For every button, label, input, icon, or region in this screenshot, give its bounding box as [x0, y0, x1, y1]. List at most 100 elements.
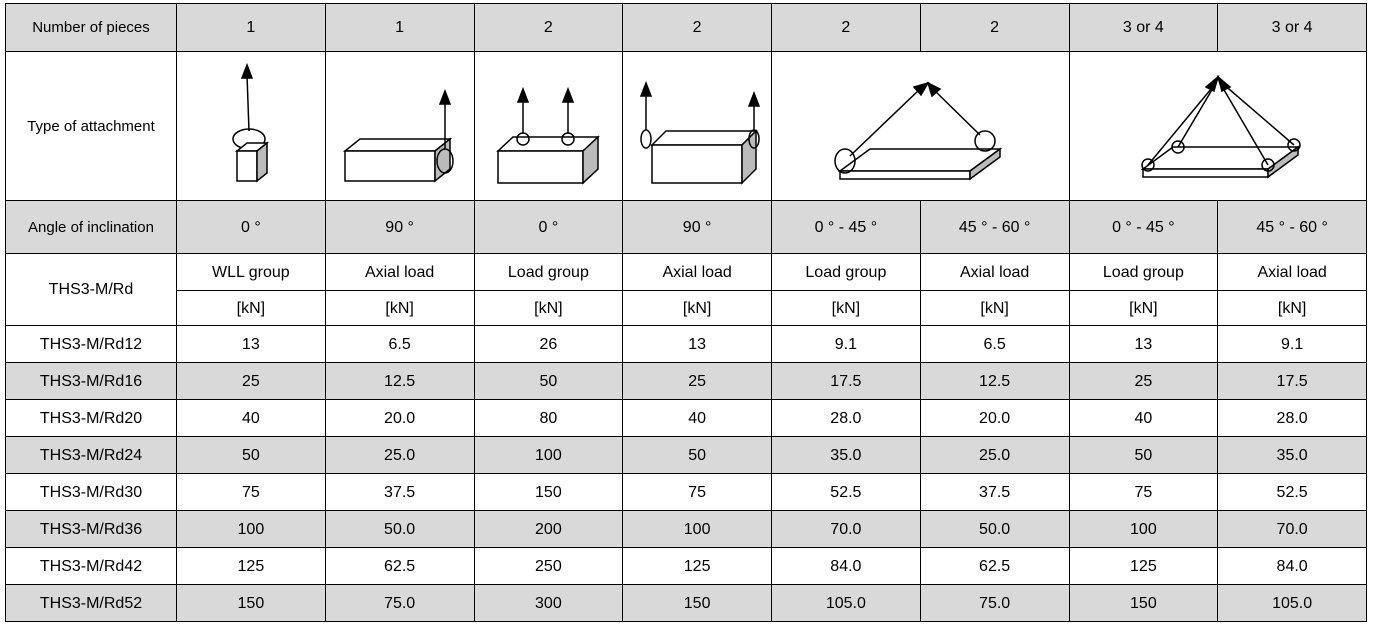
angle-cell: 0 ° [176, 200, 326, 254]
icon [640, 80, 761, 185]
row-name: THS3-M/Rd42 [5, 547, 177, 585]
value-cell: 62.5 [919, 547, 1070, 585]
value-cell: 62.5 [324, 547, 475, 585]
value-cell: 150 [622, 584, 772, 622]
value-cell: 40 [1068, 399, 1219, 437]
value-cell: 50 [176, 436, 326, 474]
angle-cell: 90 ° [324, 200, 475, 254]
row-name: THS3-M/Rd20 [5, 399, 177, 437]
value-cell: 100 [622, 510, 772, 548]
angle-row: Angle of inclination 0 ° 90 ° 0 ° 90 ° 0 ° -… [5, 200, 1367, 254]
value-cell: 52.5 [1217, 473, 1367, 511]
load-type-cell: Load group [473, 253, 624, 291]
value-cell: 100 [473, 436, 624, 474]
value-cell: 150 [176, 584, 326, 622]
pieces-cell: 2 [622, 3, 772, 52]
pieces-cell: 2 [919, 3, 1070, 52]
load-type-cell: Axial load [1217, 253, 1367, 291]
value-cell: 17.5 [1217, 362, 1367, 400]
value-cell: 125 [176, 547, 326, 585]
value-cell: 6.5 [919, 325, 1070, 363]
row-name: THS3-M/Rd12 [5, 325, 177, 363]
value-cell: 80 [473, 399, 624, 437]
icon [496, 86, 601, 185]
unit-cell: [kN] [622, 290, 772, 326]
pieces-cell: 3 or 4 [1068, 3, 1219, 52]
value-cell: 250 [473, 547, 624, 585]
value-cell: 28.0 [1217, 399, 1367, 437]
data-row: THS3-M/Rd30 75 37.5 150 75 52.5 37.5 75 52.5 [5, 473, 1367, 511]
data-row: THS3-M/Rd24 50 25.0 100 50 35.0 25.0 50 35.0 [5, 436, 1367, 474]
attachment-icon [622, 51, 772, 201]
angle-cell: 45 ° - 60 ° [1217, 200, 1367, 254]
value-cell: 13 [1068, 325, 1219, 363]
unit-cell: [kN] [473, 290, 624, 326]
load-type-cell: WLL group [176, 253, 326, 291]
row-name: THS3-M/Rd24 [5, 436, 177, 474]
unit-cell: [kN] [771, 290, 921, 326]
value-cell: 35.0 [771, 436, 921, 474]
pieces-cell: 3 or 4 [1217, 3, 1367, 52]
attachment-icon [771, 51, 1070, 201]
attachment-icon [1068, 51, 1367, 201]
value-cell: 125 [622, 547, 772, 585]
value-cell: 20.0 [919, 399, 1070, 437]
value-cell: 50 [622, 436, 772, 474]
product-label: THS3-M/Rd [5, 253, 177, 326]
unit-cell: [kN] [919, 290, 1070, 326]
value-cell: 70.0 [1217, 510, 1367, 548]
value-cell: 75 [1068, 473, 1219, 511]
value-cell: 300 [473, 584, 624, 622]
value-cell: 105.0 [771, 584, 921, 622]
value-cell: 25 [622, 362, 772, 400]
value-cell: 6.5 [324, 325, 475, 363]
unit-cell: [kN] [1217, 290, 1367, 326]
value-cell: 40 [622, 399, 772, 437]
units-row: [kN] [kN] [kN] [kN] [kN] [kN] [kN] [kN] [6, 290, 1367, 326]
row-name: THS3-M/Rd36 [5, 510, 177, 548]
value-cell: 37.5 [324, 473, 475, 511]
load-type-row: THS3-M/Rd WLL group Axial load Load group A… [5, 253, 1367, 326]
row-label: Number of pieces [5, 3, 177, 52]
icon [342, 88, 454, 183]
angle-cell: 0 ° - 45 ° [1068, 200, 1219, 254]
value-cell: 100 [176, 510, 326, 548]
value-cell: 100 [1068, 510, 1219, 548]
value-cell: 12.5 [324, 362, 475, 400]
pieces-cell: 1 [324, 3, 475, 52]
row-name: THS3-M/Rd30 [5, 473, 177, 511]
value-cell: 70.0 [771, 510, 921, 548]
value-cell: 75 [176, 473, 326, 511]
value-cell: 50.0 [324, 510, 475, 548]
angle-cell: 0 ° - 45 ° [771, 200, 921, 254]
load-type-cell: Axial load [622, 253, 772, 291]
value-cell: 13 [622, 325, 772, 363]
pieces-cell: 1 [176, 3, 326, 52]
icon [232, 62, 270, 183]
value-cell: 20.0 [324, 399, 475, 437]
value-cell: 40 [176, 399, 326, 437]
value-cell: 25.0 [324, 436, 475, 474]
value-cell: 25 [176, 362, 326, 400]
value-cell: 105.0 [1217, 584, 1367, 622]
angle-cell: 45 ° - 60 ° [919, 200, 1070, 254]
attachment-icon [324, 51, 475, 201]
load-type-cell: Axial load [324, 253, 475, 291]
pieces-cell: 2 [771, 3, 921, 52]
row-label: Angle of inclination [5, 200, 177, 254]
value-cell: 9.1 [1217, 325, 1367, 363]
data-row: THS3-M/Rd12 13 6.5 26 13 9.1 6.5 13 9.1 [5, 325, 1367, 363]
data-row: THS3-M/Rd42 125 62.5 250 125 84.0 62.5 125 84.0 [5, 547, 1367, 585]
attachment-icon [473, 51, 624, 201]
value-cell: 50.0 [919, 510, 1070, 548]
data-row: THS3-M/Rd36 100 50.0 200 100 70.0 50.0 100 70.0 [5, 510, 1367, 548]
row-name: THS3-M/Rd16 [5, 362, 177, 400]
value-cell: 50 [1068, 436, 1219, 474]
value-cell: 25.0 [919, 436, 1070, 474]
data-row: THS3-M/Rd20 40 20.0 80 40 28.0 20.0 40 28.0 [5, 399, 1367, 437]
value-cell: 50 [473, 362, 624, 400]
value-cell: 150 [1068, 584, 1219, 622]
